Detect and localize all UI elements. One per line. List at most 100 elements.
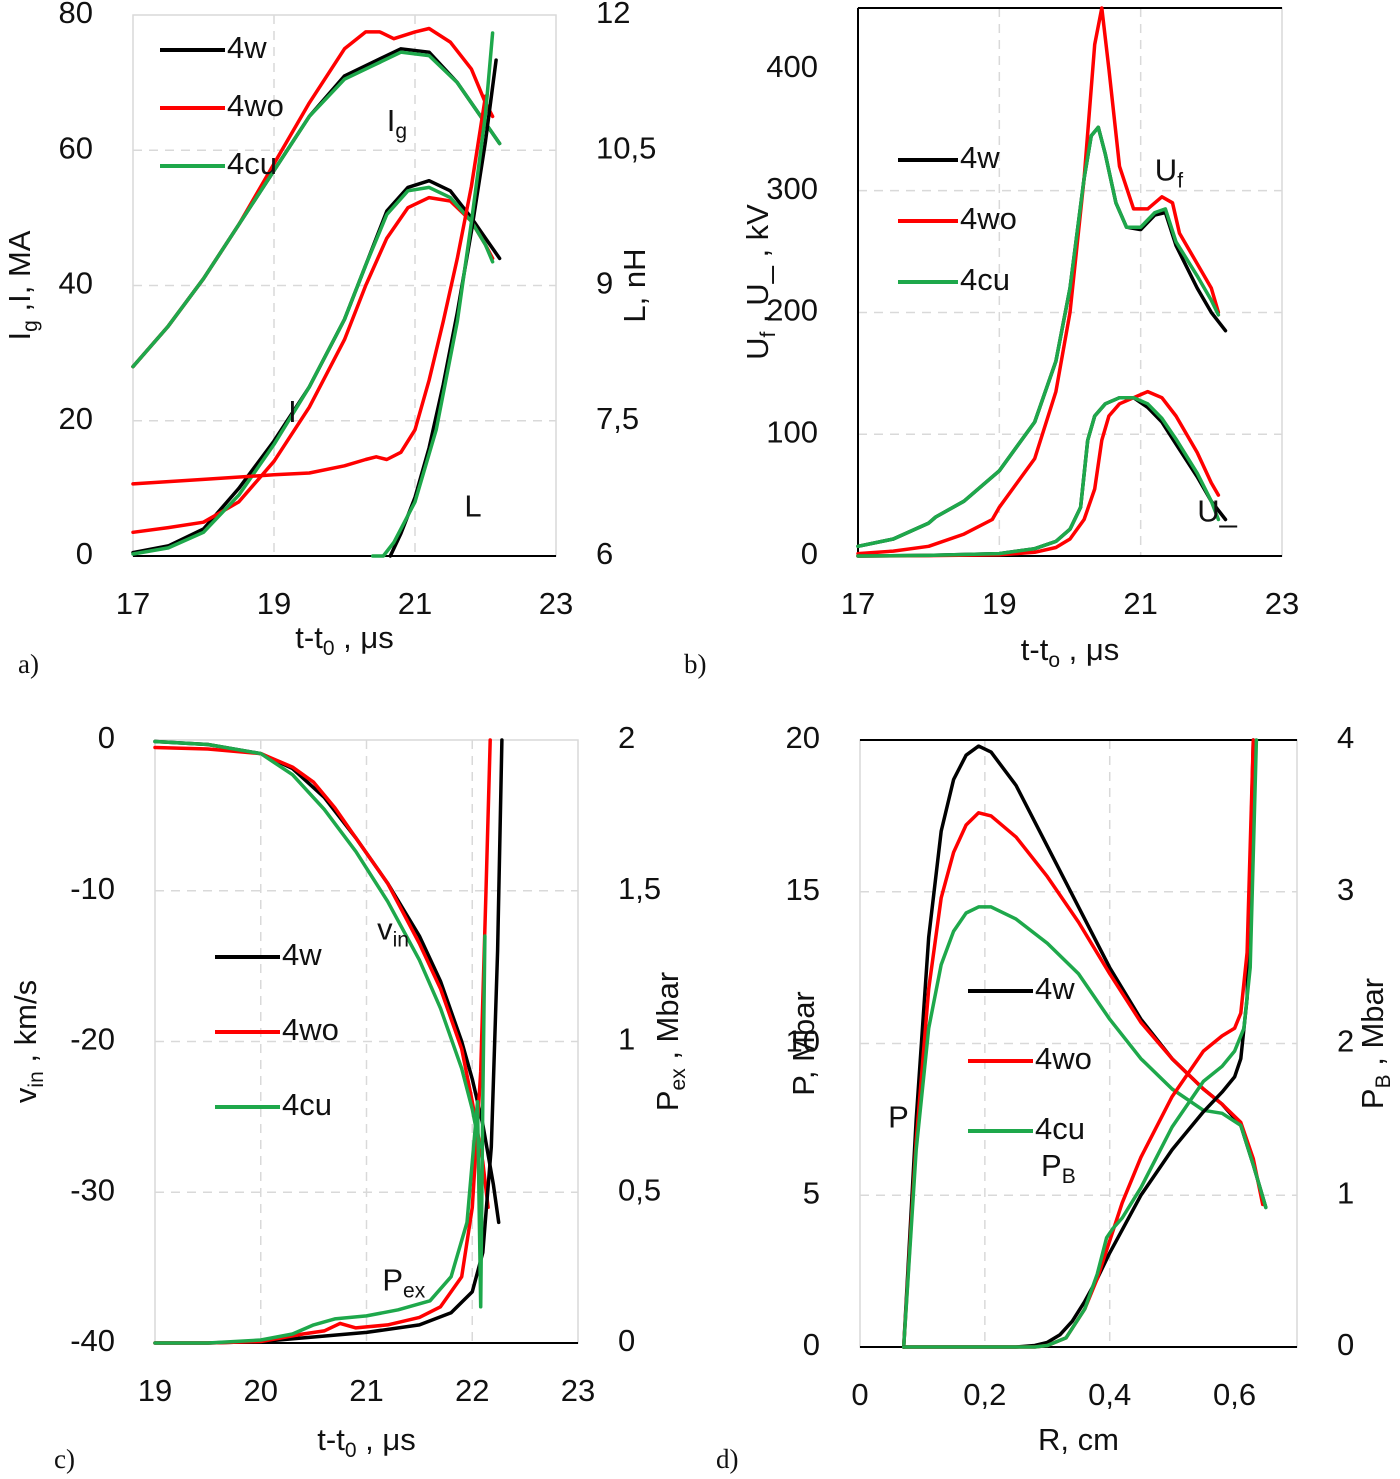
x-tick-label: 23 [1265, 586, 1299, 621]
annotation-Ig-sub: g [395, 120, 407, 143]
x-axis-label-tail: , μs [357, 1422, 416, 1457]
annotation-vin-sub: in [393, 928, 409, 951]
y-tick-label-left: -20 [70, 1022, 115, 1057]
x-tick-label: 19 [982, 586, 1016, 621]
x-axis-label-main: R, cm [1038, 1422, 1119, 1457]
panel-letter: b) [684, 649, 707, 679]
series-line-4cu-Pex [153, 934, 487, 1345]
y-tick-label-left: 400 [766, 49, 818, 84]
annotation-I-main: I [288, 394, 297, 429]
y-tick-label-right: 2 [618, 720, 635, 755]
x-axis-label-tail: , μs [1060, 632, 1119, 667]
y-axis-label-left: Ig ,I, MA [2, 230, 41, 340]
y-tick-label-right: 0 [618, 1323, 635, 1358]
y-axis-label-left-main: v [8, 1087, 43, 1103]
y-tick-label-right: 4 [1337, 720, 1354, 755]
y-tick-label-left: 100 [766, 414, 818, 449]
annotation-P-main: P [888, 1100, 909, 1135]
annotation-U_: U_ [1197, 494, 1237, 529]
annotation-Uf-sub: f [1177, 169, 1183, 192]
x-tick-label: 0,4 [1088, 1377, 1131, 1412]
y-axis-label-left-main: P, Mbar [786, 991, 821, 1096]
y-axis-label-left-tail: , U_ , kV [740, 204, 775, 332]
legend-label-4wo: 4wo [282, 1012, 339, 1047]
x-tick-label: 17 [841, 586, 875, 621]
legend-label-4cu: 4cu [227, 146, 277, 181]
annotation-Ig-main: I [387, 103, 396, 138]
y-axis-label-left-main: U [740, 337, 775, 359]
y-axis-label-right-sub: B [1372, 1074, 1395, 1088]
y-tick-label-left: 20 [786, 720, 820, 755]
y-tick-label-left: 5 [803, 1175, 820, 1210]
y-tick-label-right: 1 [618, 1022, 635, 1057]
annotation-Pex-main: P [382, 1263, 403, 1298]
legend-label-4wo: 4wo [960, 201, 1017, 236]
y-axis-label-right-tail: , Mbar [1355, 978, 1390, 1074]
series-line-4wo-Uf [856, 6, 1221, 556]
x-tick-label: 19 [138, 1373, 172, 1408]
y-axis-label-right-main: P [1355, 1088, 1390, 1109]
series-line-4w-I [131, 178, 502, 555]
annotation-PB-sub: B [1062, 1164, 1076, 1187]
annotation-PB: PB [1041, 1148, 1076, 1187]
annotation-Pex: Pex [382, 1263, 425, 1302]
x-axis-label: t-t0 , μs [295, 620, 393, 659]
chart-panel-b: 17 19 21 23 0 100 200 300 400 t-to , μs Uf , U_ , … [684, 6, 1299, 679]
legend-label-4w: 4w [960, 140, 1000, 175]
y-tick-label-left: 200 [766, 293, 818, 328]
y-axis-label-right: PB , Mbar [1355, 978, 1394, 1109]
series-line-4cu-P [901, 905, 1268, 1349]
series-line-4cu-PB [901, 738, 1259, 1349]
y-axis-label-right: L, nH [617, 248, 652, 322]
x-tick-label: 0 [851, 1377, 868, 1412]
y-tick-label-right: 2 [1337, 1024, 1354, 1059]
y-tick-label-right: 10,5 [596, 130, 656, 165]
y-tick-label-left: 0 [76, 536, 93, 571]
annotation-P: P [888, 1100, 909, 1135]
annotation-Pex-sub: ex [403, 1279, 426, 1302]
y-axis-label-left: P, Mbar [786, 991, 821, 1096]
x-tick-label: 21 [398, 586, 432, 621]
y-tick-label-left: -40 [70, 1323, 115, 1358]
y-tick-label-right: 6 [596, 536, 613, 571]
y-tick-label-left: 60 [59, 130, 93, 165]
annotation-vin: vin [377, 912, 409, 951]
x-tick-label: 21 [1123, 586, 1157, 621]
legend: 4w 4wo 4cu [898, 140, 1017, 297]
y-axis-label-left-sub: g [19, 320, 42, 332]
legend-label-4cu: 4cu [1035, 1111, 1085, 1146]
series-line-4cu-Uf [856, 125, 1221, 549]
x-tick-label: 22 [455, 1373, 489, 1408]
y-tick-label-right: 12 [596, 0, 630, 30]
y-tick-label-left: 0 [801, 536, 818, 571]
x-axis-label-tail: , μs [335, 620, 394, 655]
legend-label-4cu: 4cu [960, 262, 1010, 297]
series-line-4cu-L [370, 31, 495, 558]
y-tick-label-left: 10 [786, 1024, 820, 1059]
series-line-4wo-P [901, 811, 1265, 1349]
y-tick-label-right: 9 [596, 266, 613, 301]
annotation-Uf-main: U [1155, 153, 1177, 188]
x-tick-label: 0,2 [963, 1377, 1006, 1412]
y-axis-label-right-main: L, nH [617, 248, 652, 322]
y-tick-label-left: 0 [98, 720, 115, 755]
annotation-L: L [464, 489, 481, 524]
y-tick-label-left: -10 [70, 871, 115, 906]
y-tick-label-right: 7,5 [596, 401, 639, 436]
x-axis-label-main: t-t [295, 620, 323, 655]
annotation-PB-main: P [1041, 1148, 1062, 1183]
y-axis-label-left-sub: f [757, 331, 780, 337]
series-line-4cu-I [131, 185, 495, 556]
series-line-4wo-L [131, 94, 488, 486]
legend-label-4wo: 4wo [227, 88, 284, 123]
annotation-Ig: Ig [387, 103, 407, 142]
panel-letter: d) [716, 1444, 739, 1474]
series-line-4cu-Ig [131, 50, 502, 369]
y-axis-label-right: Pex , Mbar [650, 972, 689, 1111]
y-axis-label-left: Uf , U_ , kV [740, 204, 779, 360]
panel-letter: a) [18, 649, 39, 679]
x-axis-label: R, cm [1038, 1422, 1119, 1457]
panel-letter: c) [54, 1444, 75, 1474]
